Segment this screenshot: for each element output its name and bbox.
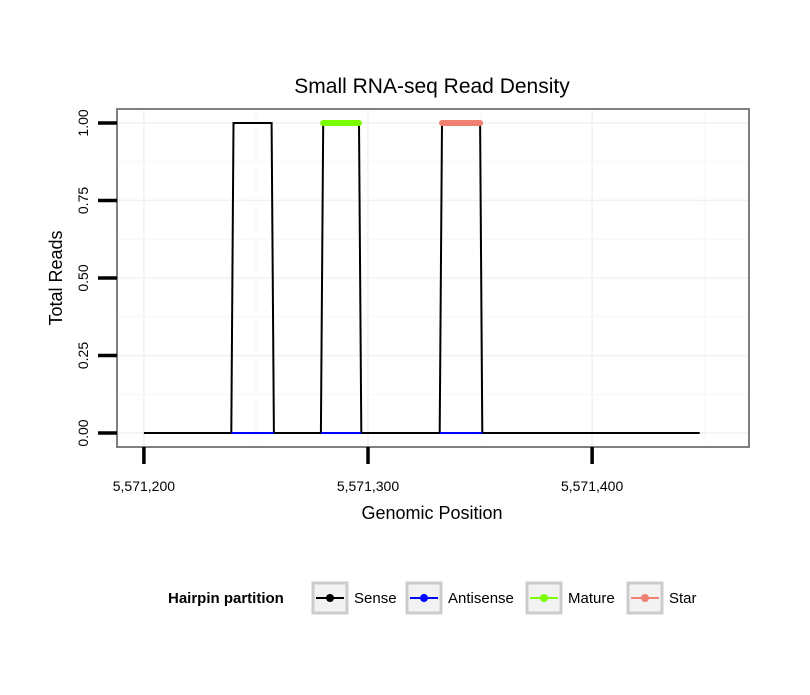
legend-title: Hairpin partition: [168, 590, 284, 607]
y-tick-label: 0.50: [75, 264, 91, 291]
y-axis-label: Total Reads: [46, 230, 66, 325]
series-layer: [143, 120, 700, 434]
x-tick-label: 5,571,200: [113, 478, 175, 494]
legend-label-sense: Sense: [354, 590, 397, 607]
y-tick-label: 0.25: [75, 342, 91, 369]
legend-point-star: [641, 594, 649, 602]
axis-layer: 5,571,200 5,571,300 5,571,400 0.00 0.25 0.50 0…: [75, 109, 623, 494]
legend: Hairpin partition Sense Antisense Mature St…: [168, 581, 697, 615]
y-tick-label: 0.00: [75, 419, 91, 446]
x-tick-label: 5,571,300: [337, 478, 399, 494]
legend-point-antisense: [420, 594, 428, 602]
legend-label-antisense: Antisense: [448, 590, 514, 607]
grid-layer: [117, 109, 749, 447]
legend-label-mature: Mature: [568, 590, 615, 607]
y-tick-label: 0.75: [75, 187, 91, 214]
legend-label-star: Star: [669, 590, 697, 607]
y-tick-label: 1.00: [75, 109, 91, 136]
x-axis-label: Genomic Position: [361, 503, 502, 523]
legend-point-mature: [540, 594, 548, 602]
chart-title: Small RNA-seq Read Density: [294, 75, 570, 98]
x-tick-label: 5,571,400: [561, 478, 623, 494]
legend-point-sense: [326, 594, 334, 602]
